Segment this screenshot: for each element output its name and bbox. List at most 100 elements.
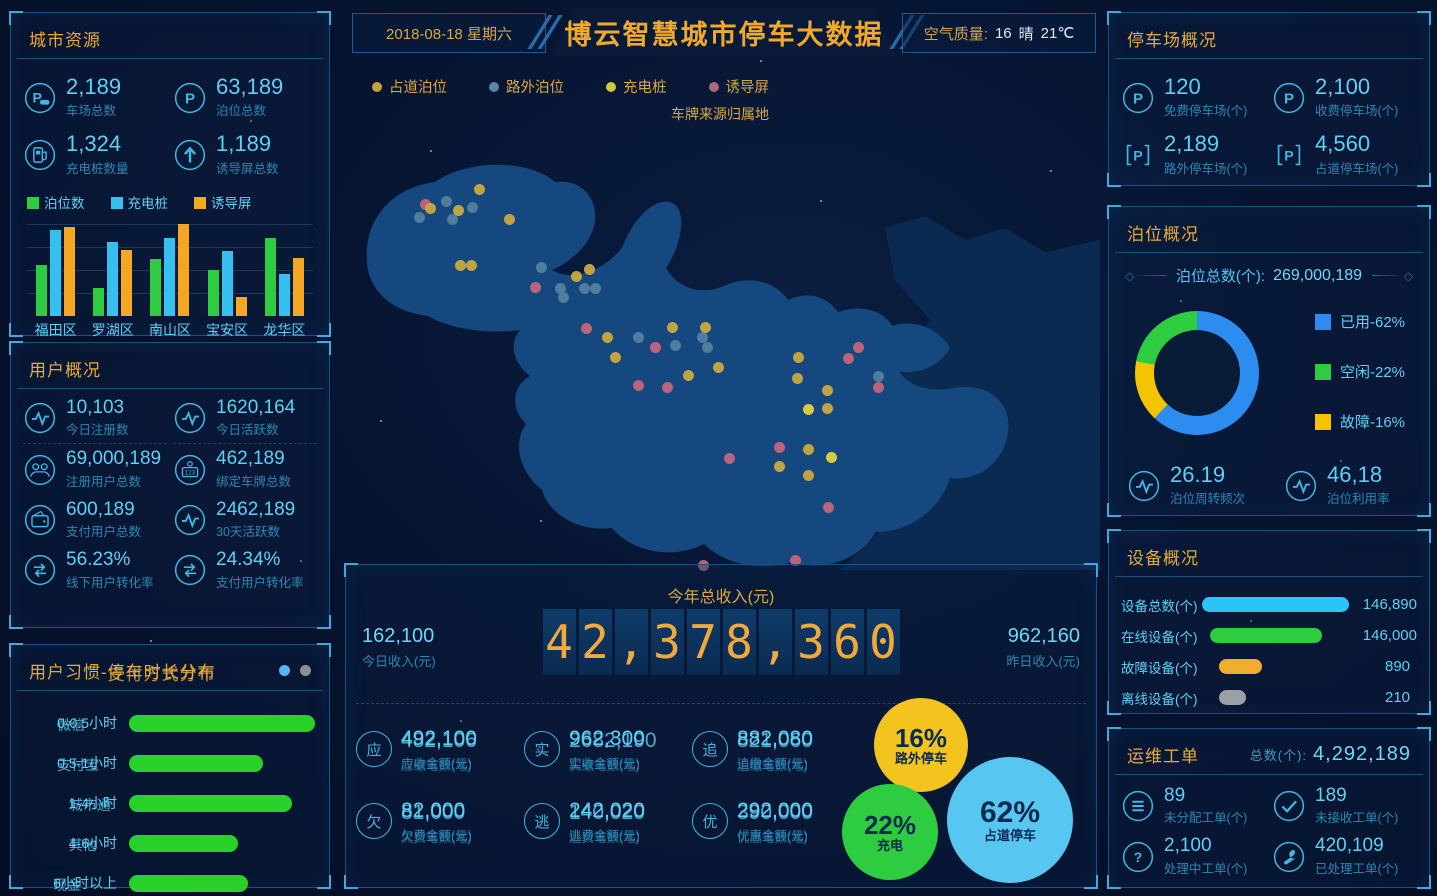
- map-legend-item[interactable]: 诱导屏: [708, 76, 769, 97]
- stat-label: 充电桩数量: [66, 161, 129, 176]
- bubble-label: 占道停车: [983, 828, 1036, 844]
- header: 2018-08-18 星期六 博云智慧城市停车大数据 空气质量: 16 晴 21…: [352, 8, 1096, 58]
- map-legend-item[interactable]: 充电桩: [606, 76, 667, 97]
- stat-label: 收费停车场(个): [1315, 104, 1399, 119]
- pulse-icon: [174, 504, 206, 536]
- map-dot: [667, 322, 678, 333]
- pager-dot-2[interactable]: [300, 665, 311, 676]
- legend-item[interactable]: 充电桩: [110, 192, 168, 212]
- map-dot: [558, 292, 569, 303]
- panel-corner-decor: [1417, 173, 1431, 187]
- work-orders-total-value: 4,292,189: [1313, 743, 1411, 765]
- map-dot: [571, 271, 582, 282]
- stat-text: 69,000,189 注册用户总数: [66, 449, 161, 489]
- wrench-icon: [1273, 841, 1305, 872]
- map-dot: [793, 352, 804, 363]
- page-title: 博云智慧城市停车大数据: [564, 19, 884, 50]
- stat-text: 26.19 泊位周转频次: [1170, 462, 1245, 507]
- svg-text:P: P: [32, 90, 41, 106]
- temperature-text: 21℃: [1040, 25, 1075, 42]
- category-label: 罗湖区: [91, 321, 134, 338]
- map-dot: [650, 342, 661, 353]
- revenue-item-value: 242,020 140,020: [569, 799, 645, 824]
- ghost-text: 1-4小时 城市通: [68, 795, 117, 813]
- yesterday-income-value: 962,160: [1007, 625, 1080, 647]
- habit-label: 1-4小时 城市通: [17, 793, 117, 813]
- legend-item[interactable]: 诱导屏: [194, 192, 252, 212]
- bar: [221, 251, 233, 316]
- stat-value: 24.34%: [216, 549, 281, 571]
- pulse-icon: [173, 503, 207, 537]
- panel-corner-decor: [1107, 11, 1121, 25]
- panel-title-text: 用户概况: [29, 361, 101, 380]
- legend-item[interactable]: 泊位数: [27, 192, 85, 212]
- donut-legend: 已用-62% 空闲-22% 故障-16%: [1315, 311, 1405, 461]
- map-dot: [414, 212, 425, 223]
- bubble-占道停车: 62% 占道停车: [947, 757, 1073, 883]
- parking-icon: P: [1122, 82, 1154, 113]
- legend-dot: [489, 81, 499, 92]
- map-dot: [425, 203, 436, 214]
- check-icon: [1273, 791, 1305, 822]
- line-decor: [1136, 275, 1166, 276]
- parking-car-icon: P: [23, 81, 57, 115]
- habit-bar-chart: 0-0.5小时 微信 0.5-1小时 支付宝 1-4小时 城市通 4-6小时 其他 6小时以上现…: [11, 691, 329, 896]
- stat-value: 69,000,189: [66, 448, 162, 470]
- counter-digit: 4: [542, 609, 576, 675]
- map-subtitle: 车牌来源归属地: [671, 106, 769, 122]
- map-dot: [873, 371, 884, 382]
- device-bar: [1201, 597, 1349, 612]
- svg-text:P: P: [1133, 90, 1143, 107]
- map-land: [366, 164, 1009, 567]
- donut-legend-item[interactable]: 已用-62%: [1315, 311, 1405, 332]
- revenue-item-text: 242,020 140,020 逃费金额(元) 逃费笔数(笔): [569, 799, 645, 845]
- bar: [278, 274, 290, 316]
- work-orders-stats: 89 未分配工单(个) 189 未接收工单(个)? 2,100 处理中工单(个) 420,1…: [1109, 775, 1429, 882]
- revenue-item: 实 962,300 2682,190 实收金额(元) 实缴笔数(笔): [524, 723, 692, 775]
- habit-row: 0-0.5小时 微信: [17, 703, 319, 743]
- map-legend-item[interactable]: 占道泊位: [372, 76, 447, 97]
- stat-text: 120 免费停车场(个): [1164, 75, 1247, 119]
- revenue-item-text: 82,000 81,000 欠费金额(元) 欠费笔数(笔): [401, 799, 472, 845]
- revenue-item-value: 492,100 482,106: [401, 727, 477, 752]
- pager-dot-1[interactable]: [279, 665, 290, 676]
- counter-digit: 0: [866, 609, 900, 675]
- star-decor: [760, 60, 762, 62]
- stat-text: 4,560 占道停车场(个): [1315, 132, 1398, 176]
- donut-legend-item[interactable]: 故障-16%: [1315, 411, 1405, 432]
- map-dot: [822, 385, 833, 396]
- svg-text:P: P: [185, 90, 195, 107]
- map-legend-item[interactable]: 路外泊位: [489, 76, 564, 97]
- diamond-decor: ◇: [1125, 268, 1135, 283]
- panel-title: 运维工单 总数(个): 4,292,189: [1115, 734, 1423, 775]
- panel-corner-decor: [1107, 503, 1121, 517]
- parking-overview-stats: P 120 免费停车场(个) P 2,100 收费停车场(个) P 2,189 路外停车场(个)…: [1109, 59, 1429, 184]
- parking-bracket-icon: P: [1121, 138, 1155, 172]
- stat-text: 2,189 车场总数: [66, 75, 121, 119]
- stat-text: 600,189 支付用户总数: [66, 499, 141, 540]
- revenue-item: 应 492,100 482,106 应收金额(元) 应缴笔数(笔): [356, 723, 524, 775]
- today-income-value: 162,100: [362, 625, 435, 647]
- habit-row: 6小时以上 现金: [17, 863, 319, 896]
- stat-item: 1620,164 今日活跃数: [173, 393, 317, 445]
- stat-text: 63,189 泊位总数: [216, 75, 283, 119]
- stat-value: 26.19: [1170, 462, 1226, 487]
- panel-corner-decor: [317, 323, 331, 337]
- panel-corner-decor: [9, 875, 23, 889]
- panel-corner-decor: [9, 341, 23, 355]
- panel-berth-overview: 泊位概况 ◇ 泊位总数(个): 269,000,189 ◇ 已用-62% 空闲-2…: [1107, 205, 1431, 517]
- convert-icon: [174, 555, 206, 586]
- donut-legend-item[interactable]: 空闲-22%: [1315, 361, 1405, 382]
- panel-user-overview: 用户概况 10,103 今日注册数 1620,164 今日活跃数 69,000,189 注…: [9, 341, 331, 629]
- pulse-icon: [1285, 470, 1317, 501]
- panel-corner-decor: [1417, 701, 1431, 715]
- stat-value: 2,100: [1315, 74, 1371, 99]
- revenue-item-label: 优惠金额(元) 优惠笔数(笔): [737, 825, 813, 845]
- air-quality-plate: 空气质量: 16 晴 21℃: [902, 13, 1096, 53]
- stat-text: 2462,189 30天活跃数: [216, 499, 295, 540]
- map-dot: [579, 283, 590, 294]
- panel-corner-decor: [317, 875, 331, 889]
- bar-group: [93, 242, 133, 316]
- stat-text: 46,18 泊位利用率: [1327, 463, 1390, 507]
- list-icon: [1122, 791, 1154, 822]
